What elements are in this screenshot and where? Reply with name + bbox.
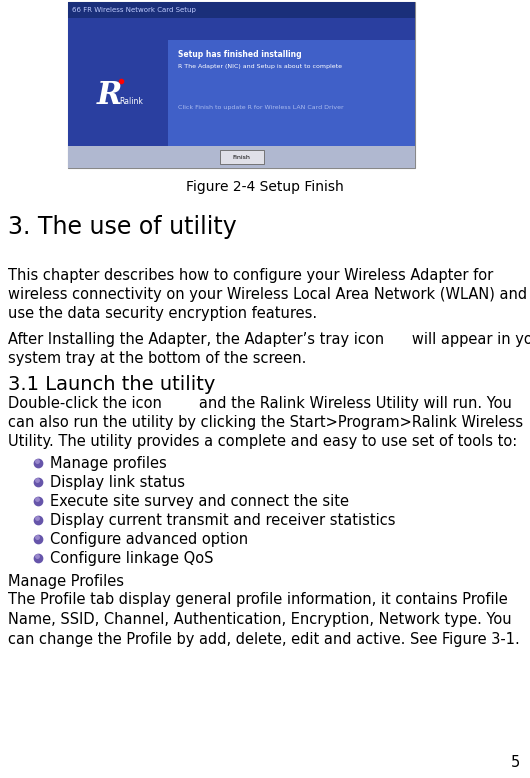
- Text: R: R: [96, 79, 122, 110]
- Text: Utility. The utility provides a complete and easy to use set of tools to:: Utility. The utility provides a complete…: [8, 434, 517, 449]
- FancyBboxPatch shape: [68, 146, 415, 168]
- Text: Display current transmit and receiver statistics: Display current transmit and receiver st…: [50, 513, 395, 528]
- Text: Name, SSID, Channel, Authentication, Encryption, Network type. You: Name, SSID, Channel, Authentication, Enc…: [8, 612, 511, 627]
- Text: This chapter describes how to configure your Wireless Adapter for: This chapter describes how to configure …: [8, 268, 493, 283]
- Text: R The Adapter (NIC) and Setup is about to complete: R The Adapter (NIC) and Setup is about t…: [178, 64, 342, 69]
- Text: Configure linkage QoS: Configure linkage QoS: [50, 551, 214, 566]
- Text: Double-click the icon        and the Ralink Wireless Utility will run. You: Double-click the icon and the Ralink Wir…: [8, 396, 512, 411]
- Text: Manage profiles: Manage profiles: [50, 456, 167, 471]
- Text: The Profile tab display general profile information, it contains Profile: The Profile tab display general profile …: [8, 592, 508, 607]
- FancyBboxPatch shape: [168, 40, 415, 146]
- Text: Ralink: Ralink: [119, 96, 143, 106]
- Text: 3.1 Launch the utility: 3.1 Launch the utility: [8, 375, 215, 394]
- Text: use the data security encryption features.: use the data security encryption feature…: [8, 306, 317, 321]
- FancyBboxPatch shape: [68, 2, 415, 168]
- Text: Configure advanced option: Configure advanced option: [50, 532, 248, 547]
- FancyBboxPatch shape: [219, 150, 263, 164]
- Text: Manage Profiles: Manage Profiles: [8, 574, 124, 589]
- Text: Click Finish to update R for Wireless LAN Card Driver: Click Finish to update R for Wireless LA…: [178, 105, 343, 110]
- Text: Execute site survey and connect the site: Execute site survey and connect the site: [50, 494, 349, 509]
- Text: wireless connectivity on your Wireless Local Area Network (WLAN) and: wireless connectivity on your Wireless L…: [8, 287, 527, 302]
- Text: 5: 5: [511, 755, 520, 770]
- Text: After Installing the Adapter, the Adapter’s tray icon      will appear in your: After Installing the Adapter, the Adapte…: [8, 332, 530, 347]
- Text: 66 FR Wireless Network Card Setup: 66 FR Wireless Network Card Setup: [72, 7, 196, 13]
- Text: Display link status: Display link status: [50, 475, 185, 490]
- Text: Finish: Finish: [233, 155, 251, 159]
- FancyBboxPatch shape: [68, 40, 168, 146]
- Text: can change the Profile by add, delete, edit and active. See Figure 3-1.: can change the Profile by add, delete, e…: [8, 632, 520, 647]
- Text: system tray at the bottom of the screen.: system tray at the bottom of the screen.: [8, 351, 306, 366]
- Text: Figure 2-4 Setup Finish: Figure 2-4 Setup Finish: [186, 180, 344, 194]
- FancyBboxPatch shape: [68, 2, 415, 18]
- Text: 3. The use of utility: 3. The use of utility: [8, 215, 237, 239]
- Text: can also run the utility by clicking the Start>Program>Ralink Wireless: can also run the utility by clicking the…: [8, 415, 523, 430]
- FancyBboxPatch shape: [68, 18, 415, 40]
- Text: Setup has finished installing: Setup has finished installing: [178, 50, 302, 59]
